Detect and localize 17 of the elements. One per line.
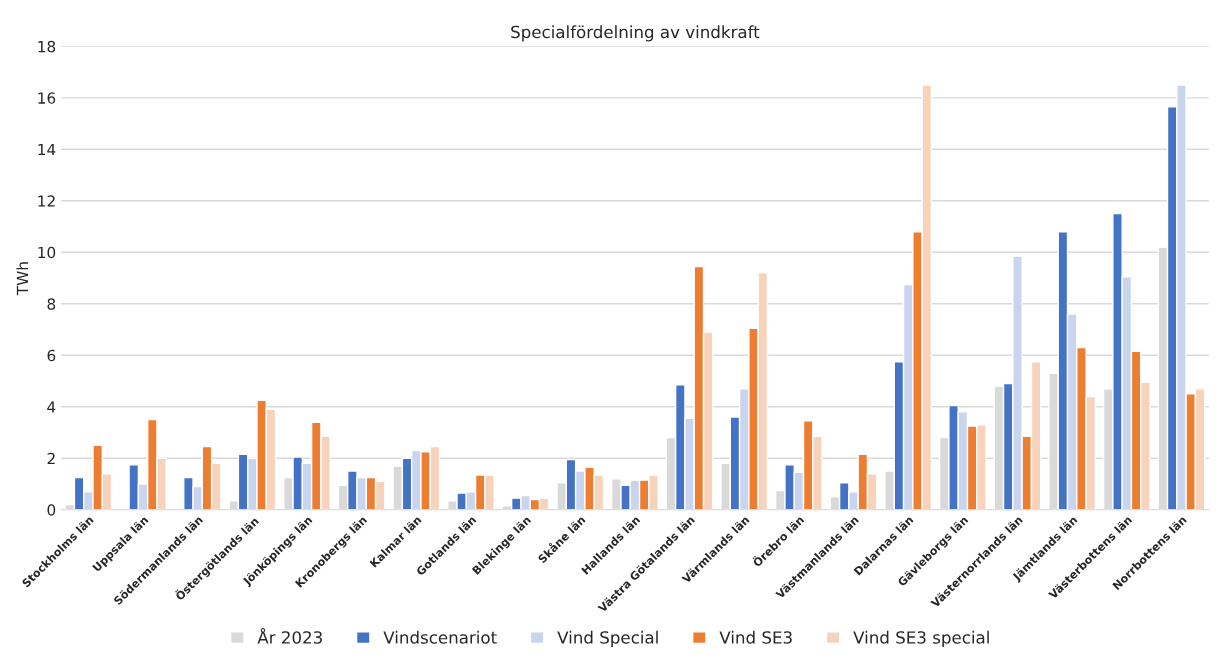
y-tick-label: 16 bbox=[38, 92, 56, 104]
y-tick-label: 4 bbox=[47, 401, 56, 413]
y-tick-label: 12 bbox=[38, 195, 55, 207]
legend-label: År 2023 bbox=[257, 628, 322, 644]
legend-label: Vindscenariot bbox=[383, 630, 497, 644]
y-tick-label: 2 bbox=[47, 452, 55, 465]
y-tick-label: 14 bbox=[38, 143, 56, 156]
legend-label: Vind SE3 special bbox=[853, 630, 989, 647]
y-tick-label: 6 bbox=[47, 349, 56, 362]
y-tick-label: 0 bbox=[47, 504, 56, 516]
legend-label: Vind Special bbox=[557, 630, 658, 647]
y-tick-label: 8 bbox=[47, 298, 56, 310]
y-tick-label: 18 bbox=[38, 40, 56, 53]
legend-label: Vind SE3 bbox=[719, 630, 792, 644]
y-axis-title: TWh bbox=[16, 262, 29, 296]
y-tick-label: 10 bbox=[38, 246, 56, 259]
chart-title: Specialfördelning av vindkraft bbox=[511, 25, 760, 42]
